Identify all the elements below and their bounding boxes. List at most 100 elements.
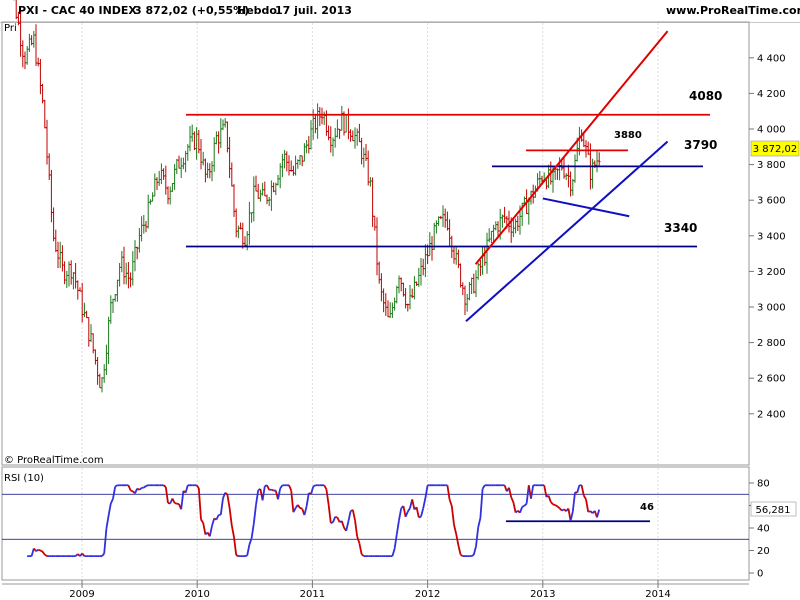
rsi-segment	[411, 499, 416, 510]
rsi-segment	[224, 492, 229, 496]
ohlc-bar	[430, 236, 434, 261]
ohlc-bar	[586, 141, 590, 155]
ohlc-bar	[83, 302, 86, 318]
ohlc-bar	[127, 262, 130, 289]
ohlc-bar	[34, 24, 38, 66]
rsi-segment	[596, 509, 601, 518]
ohlc-bar	[259, 189, 262, 202]
support-resistance-lines	[186, 113, 710, 248]
rsi-segment	[508, 487, 513, 498]
ohlc-bar	[377, 261, 381, 284]
rsi-segment	[103, 528, 108, 554]
rsi-segment	[164, 486, 169, 504]
ohlc-bar	[23, 51, 27, 70]
ohlc-bar	[494, 221, 498, 231]
rsi-segment	[415, 507, 420, 518]
ohlc-bar	[67, 261, 71, 287]
year-tick-label: 2013	[530, 589, 555, 600]
ohlc-bar	[171, 182, 174, 192]
ohlc-bar	[287, 155, 291, 176]
price-tick-label: 2 600	[757, 374, 786, 385]
level-label-3880: 3880	[614, 130, 642, 141]
rsi-segment	[200, 519, 204, 524]
ohlc-bar	[399, 277, 403, 292]
ohlc-bar	[276, 175, 280, 186]
rsi-segment	[35, 549, 39, 552]
price-panel-tag: Pri	[4, 23, 17, 34]
rsi-segment	[228, 507, 233, 526]
rsi-segment	[279, 484, 284, 489]
rsi-segment	[297, 504, 301, 509]
ohlc-bar	[281, 153, 284, 178]
ohlc-bar	[322, 111, 326, 125]
ohlc-bar	[72, 272, 75, 290]
ohlc-bar	[388, 302, 392, 319]
rsi-segment	[424, 485, 429, 499]
ohlc-bar	[492, 224, 495, 242]
ohlc-bar	[261, 182, 264, 196]
ohlc-bar	[333, 127, 337, 148]
site-url[interactable]: www.ProRealTime.com	[666, 4, 800, 17]
rsi-segment	[266, 484, 271, 491]
ohlc-bar	[94, 349, 97, 365]
rsi-segment	[222, 492, 227, 499]
ohlc-bar	[415, 281, 418, 286]
rsi-segment	[44, 553, 48, 557]
rsi-segment	[176, 502, 180, 506]
rsi-segment	[143, 485, 147, 489]
ohlc-bar	[358, 123, 361, 143]
rsi-segment	[288, 484, 293, 491]
ohlc-bar	[21, 40, 25, 68]
ohlc-bar	[479, 260, 482, 277]
rsi-segment	[587, 510, 591, 513]
ohlc-bar	[166, 186, 170, 205]
price-axis: 2 400 2 600 2 800 3 000 3 200 3 400 3 600 3 800…	[749, 53, 786, 420]
ohlc-bar	[210, 161, 214, 182]
rsi-segment	[558, 507, 563, 512]
rsi-segment	[163, 484, 167, 488]
ohlc-bar	[351, 130, 355, 142]
ohlc-bar	[120, 251, 124, 273]
chart-header: PXI - CAC 40 INDEX 3 872,02 (+0,55%) Heb…	[0, 0, 800, 23]
ohlc-bar	[65, 270, 69, 288]
ohlc-bar	[201, 151, 205, 166]
rsi-segment	[418, 515, 422, 519]
rsi-segment	[450, 505, 455, 525]
rsi-segment	[195, 484, 200, 489]
year-tick-label: 2011	[300, 589, 325, 600]
ohlc-bar	[265, 194, 269, 205]
rsi-segment	[361, 553, 365, 557]
last-price-tag	[750, 140, 800, 157]
ohlc-bar	[382, 288, 385, 313]
ohlc-bar	[424, 244, 427, 278]
ohlc-bar	[98, 373, 102, 389]
ohlc-bar	[320, 107, 324, 125]
rsi-segment	[550, 501, 554, 505]
ohlc-bar	[360, 137, 363, 165]
price-tick-label: 4 400	[757, 53, 786, 64]
rsi-segment	[576, 484, 581, 493]
ohlc-bar	[36, 57, 40, 67]
rsi-segment	[515, 510, 519, 514]
ohlc-bar	[294, 155, 297, 176]
ohlc-bar	[47, 153, 51, 181]
rsi-segment	[101, 552, 105, 557]
ohlc-bar	[168, 186, 172, 205]
price-tick-label: 2 400	[757, 409, 786, 420]
price-tick-label: 3 400	[757, 231, 786, 242]
ohlc-bar	[116, 279, 119, 302]
ohlc-bar	[267, 197, 271, 207]
ohlc-bar	[252, 176, 256, 222]
ohlc-bar	[219, 118, 223, 149]
rsi-segment	[510, 496, 515, 503]
rsi-segment	[471, 553, 475, 557]
ohlc-bar	[69, 260, 73, 285]
ohlc-bars	[13, 0, 601, 393]
ohlc-bar	[329, 126, 333, 153]
ohlc-bar	[151, 192, 154, 202]
ohlc-bar	[347, 108, 350, 140]
rsi-segment	[327, 504, 332, 524]
ohlc-bar	[340, 105, 344, 131]
rsi-panel-frame	[1, 466, 750, 581]
rsi-segment	[202, 522, 207, 535]
